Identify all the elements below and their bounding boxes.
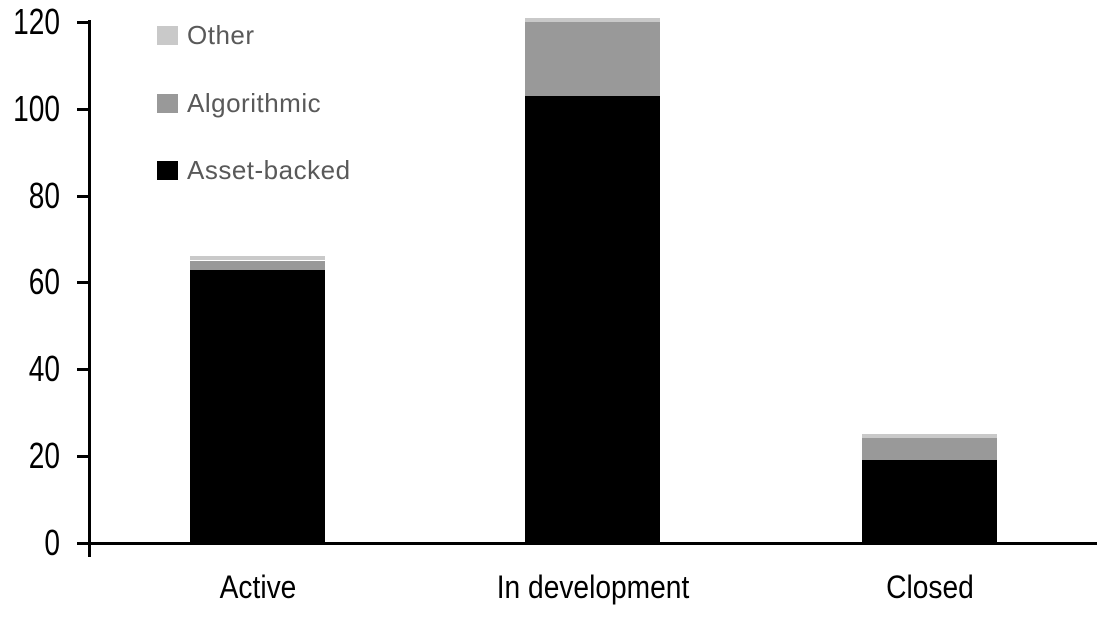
x-axis-line <box>77 542 1097 545</box>
y-tick-label-60: 60 <box>28 261 60 302</box>
x-category-label-active: Active <box>219 569 297 605</box>
y-tick-mark-20 <box>77 455 90 458</box>
legend-swatch-icon-other <box>157 25 178 45</box>
y-tick-label-80: 80 <box>28 175 60 216</box>
bar-segment-asset-backed-in-development <box>525 96 660 543</box>
bar-segment-other-active <box>190 256 325 260</box>
legend-item-asset-backed: Asset-backed <box>157 155 351 185</box>
x-category-label-in-development: In development <box>496 569 690 605</box>
bar-segment-algorithmic-closed <box>862 438 997 460</box>
y-tick-label-120: 120 <box>13 1 60 42</box>
y-tick-mark-120 <box>77 21 90 24</box>
bar-segment-other-in-development <box>525 18 660 22</box>
legend-label: Algorithmic <box>187 88 322 118</box>
y-tick-label-100: 100 <box>13 88 60 129</box>
legend-item-algorithmic: Algorithmic <box>157 88 322 118</box>
y-tick-label-20: 20 <box>28 435 60 476</box>
bar-segment-asset-backed-closed <box>862 460 997 542</box>
bar-segment-algorithmic-active <box>190 261 325 270</box>
y-tick-mark-0 <box>77 542 90 545</box>
y-tick-label-40: 40 <box>28 348 60 389</box>
bar-segment-other-closed <box>862 434 997 438</box>
legend-swatch-icon-asset-backed <box>157 160 178 180</box>
legend-label: Asset-backed <box>187 155 351 185</box>
y-tick-label-0: 0 <box>44 522 60 563</box>
bar-segment-algorithmic-in-development <box>525 22 660 96</box>
legend-item-other: Other <box>157 20 255 50</box>
y-tick-mark-80 <box>77 195 90 198</box>
y-tick-mark-100 <box>77 108 90 111</box>
bar-segment-asset-backed-active <box>190 269 325 542</box>
x-axis-zero-tick <box>88 545 91 557</box>
x-category-label-closed: Closed <box>886 569 974 605</box>
y-tick-mark-60 <box>77 281 90 284</box>
legend-label: Other <box>187 20 255 50</box>
legend-swatch-icon-algorithmic <box>157 93 178 113</box>
y-tick-mark-40 <box>77 368 90 371</box>
